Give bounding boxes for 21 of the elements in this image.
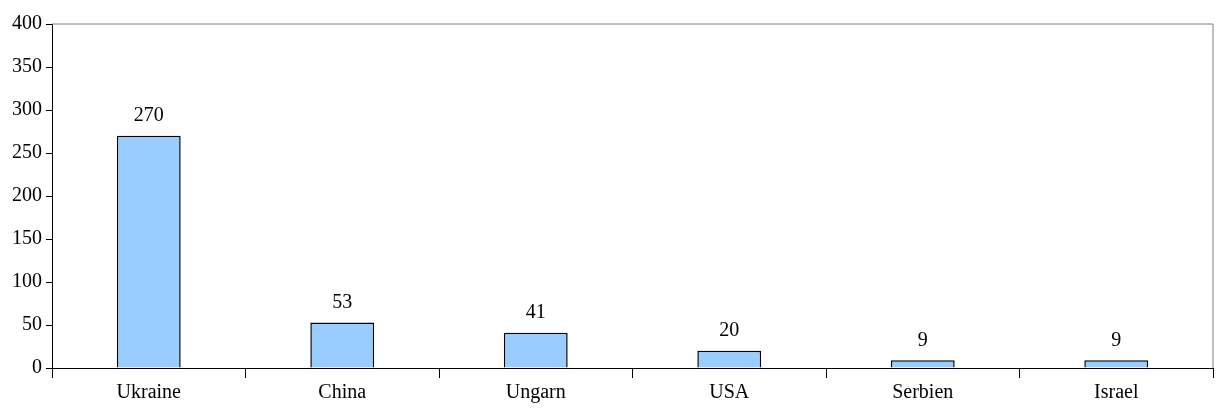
x-tick-label: USA bbox=[709, 380, 750, 403]
y-tick-label: 200 bbox=[12, 183, 42, 206]
x-tick-label: Ungarn bbox=[505, 380, 566, 404]
x-tick-label: Israel bbox=[1094, 380, 1139, 403]
y-tick-label: 50 bbox=[22, 312, 42, 335]
y-tick-label: 300 bbox=[12, 97, 42, 120]
data-label: 270 bbox=[133, 103, 164, 126]
data-label: 9 bbox=[1111, 327, 1122, 350]
y-tick-label: 250 bbox=[12, 140, 42, 163]
x-tick-label: China bbox=[318, 380, 367, 403]
data-label: 53 bbox=[332, 289, 353, 312]
x-tick-label: Ukraine bbox=[116, 380, 182, 403]
data-label: 20 bbox=[719, 318, 740, 341]
y-tick-label: 350 bbox=[12, 54, 42, 77]
data-label: 41 bbox=[525, 299, 546, 322]
y-tick-label: 150 bbox=[12, 226, 42, 249]
x-tick-label: Serbien bbox=[892, 380, 954, 403]
y-tick-label: 100 bbox=[12, 269, 42, 292]
y-tick-label: 400 bbox=[12, 11, 42, 34]
data-label: 9 bbox=[917, 327, 928, 350]
y-tick-label: 0 bbox=[32, 355, 42, 378]
